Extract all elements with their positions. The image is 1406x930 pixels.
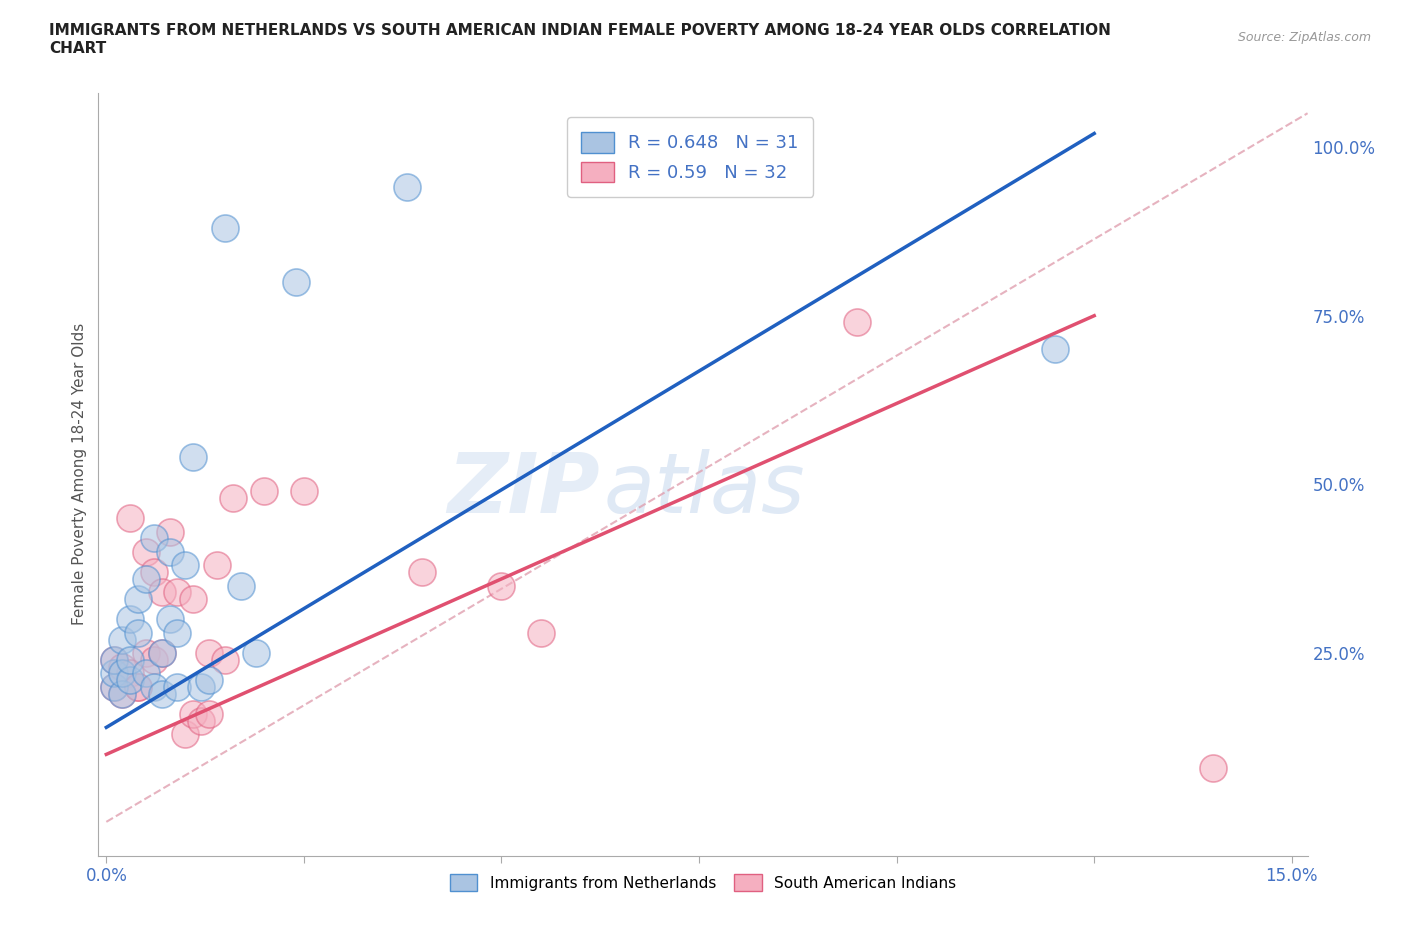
Point [245, 645, 267, 660]
Point [181, 591, 204, 606]
Point [181, 450, 204, 465]
Text: atlas: atlas [603, 449, 806, 530]
Point [103, 680, 125, 695]
Point [205, 558, 228, 573]
Point [174, 726, 197, 741]
Point [1043, 342, 1066, 357]
Point [159, 612, 181, 627]
Point [150, 645, 173, 660]
Point [198, 707, 221, 722]
Point [142, 680, 165, 695]
Point [118, 672, 141, 687]
Point [222, 490, 245, 505]
Point [118, 612, 141, 627]
Point [135, 645, 157, 660]
Point [1202, 761, 1225, 776]
Point [198, 672, 221, 687]
Text: IMMIGRANTS FROM NETHERLANDS VS SOUTH AMERICAN INDIAN FEMALE POVERTY AMONG 18-24 : IMMIGRANTS FROM NETHERLANDS VS SOUTH AME… [49, 23, 1111, 56]
Text: ZIP: ZIP [447, 449, 600, 530]
Point [166, 680, 188, 695]
Point [142, 653, 165, 668]
Point [190, 713, 212, 728]
Point [166, 585, 188, 600]
Point [411, 565, 433, 579]
Point [135, 544, 157, 559]
Point [118, 511, 141, 525]
Point [111, 686, 134, 701]
Point [150, 585, 173, 600]
Point [253, 484, 276, 498]
Point [285, 274, 308, 289]
Point [150, 645, 173, 660]
Point [159, 525, 181, 539]
Point [190, 680, 212, 695]
Point [127, 591, 149, 606]
Point [118, 653, 141, 668]
Point [127, 680, 149, 695]
Point [150, 686, 173, 701]
Point [229, 578, 252, 593]
Point [111, 666, 134, 681]
Point [142, 531, 165, 546]
Point [127, 680, 149, 695]
Point [181, 707, 204, 722]
Point [166, 626, 188, 641]
Y-axis label: Female Poverty Among 18-24 Year Olds: Female Poverty Among 18-24 Year Olds [72, 324, 87, 626]
Point [491, 578, 513, 593]
Point [127, 626, 149, 641]
Legend: Immigrants from Netherlands, South American Indians: Immigrants from Netherlands, South Ameri… [444, 868, 962, 897]
Point [174, 558, 197, 573]
Point [118, 666, 141, 681]
Point [103, 653, 125, 668]
Point [395, 180, 418, 195]
Point [530, 626, 553, 641]
Point [111, 659, 134, 674]
Point [214, 653, 236, 668]
Point [142, 565, 165, 579]
Point [135, 666, 157, 681]
Point [198, 645, 221, 660]
Point [103, 653, 125, 668]
Point [103, 680, 125, 695]
Point [135, 571, 157, 586]
Point [159, 544, 181, 559]
Point [111, 686, 134, 701]
Text: Source: ZipAtlas.com: Source: ZipAtlas.com [1237, 31, 1371, 44]
Point [292, 484, 315, 498]
Point [103, 666, 125, 681]
Point [846, 315, 869, 330]
Point [111, 632, 134, 647]
Point [214, 220, 236, 235]
